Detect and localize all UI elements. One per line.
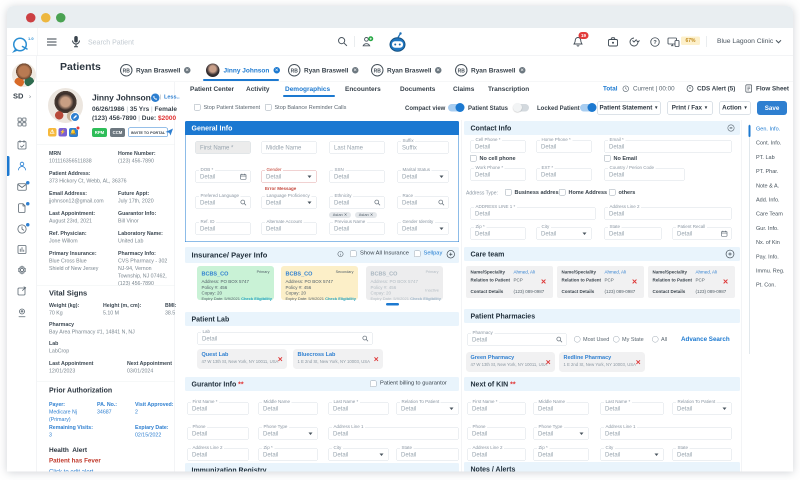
svg-text:1.0: 1.0	[28, 36, 34, 41]
svg-text:?: ?	[653, 40, 657, 46]
